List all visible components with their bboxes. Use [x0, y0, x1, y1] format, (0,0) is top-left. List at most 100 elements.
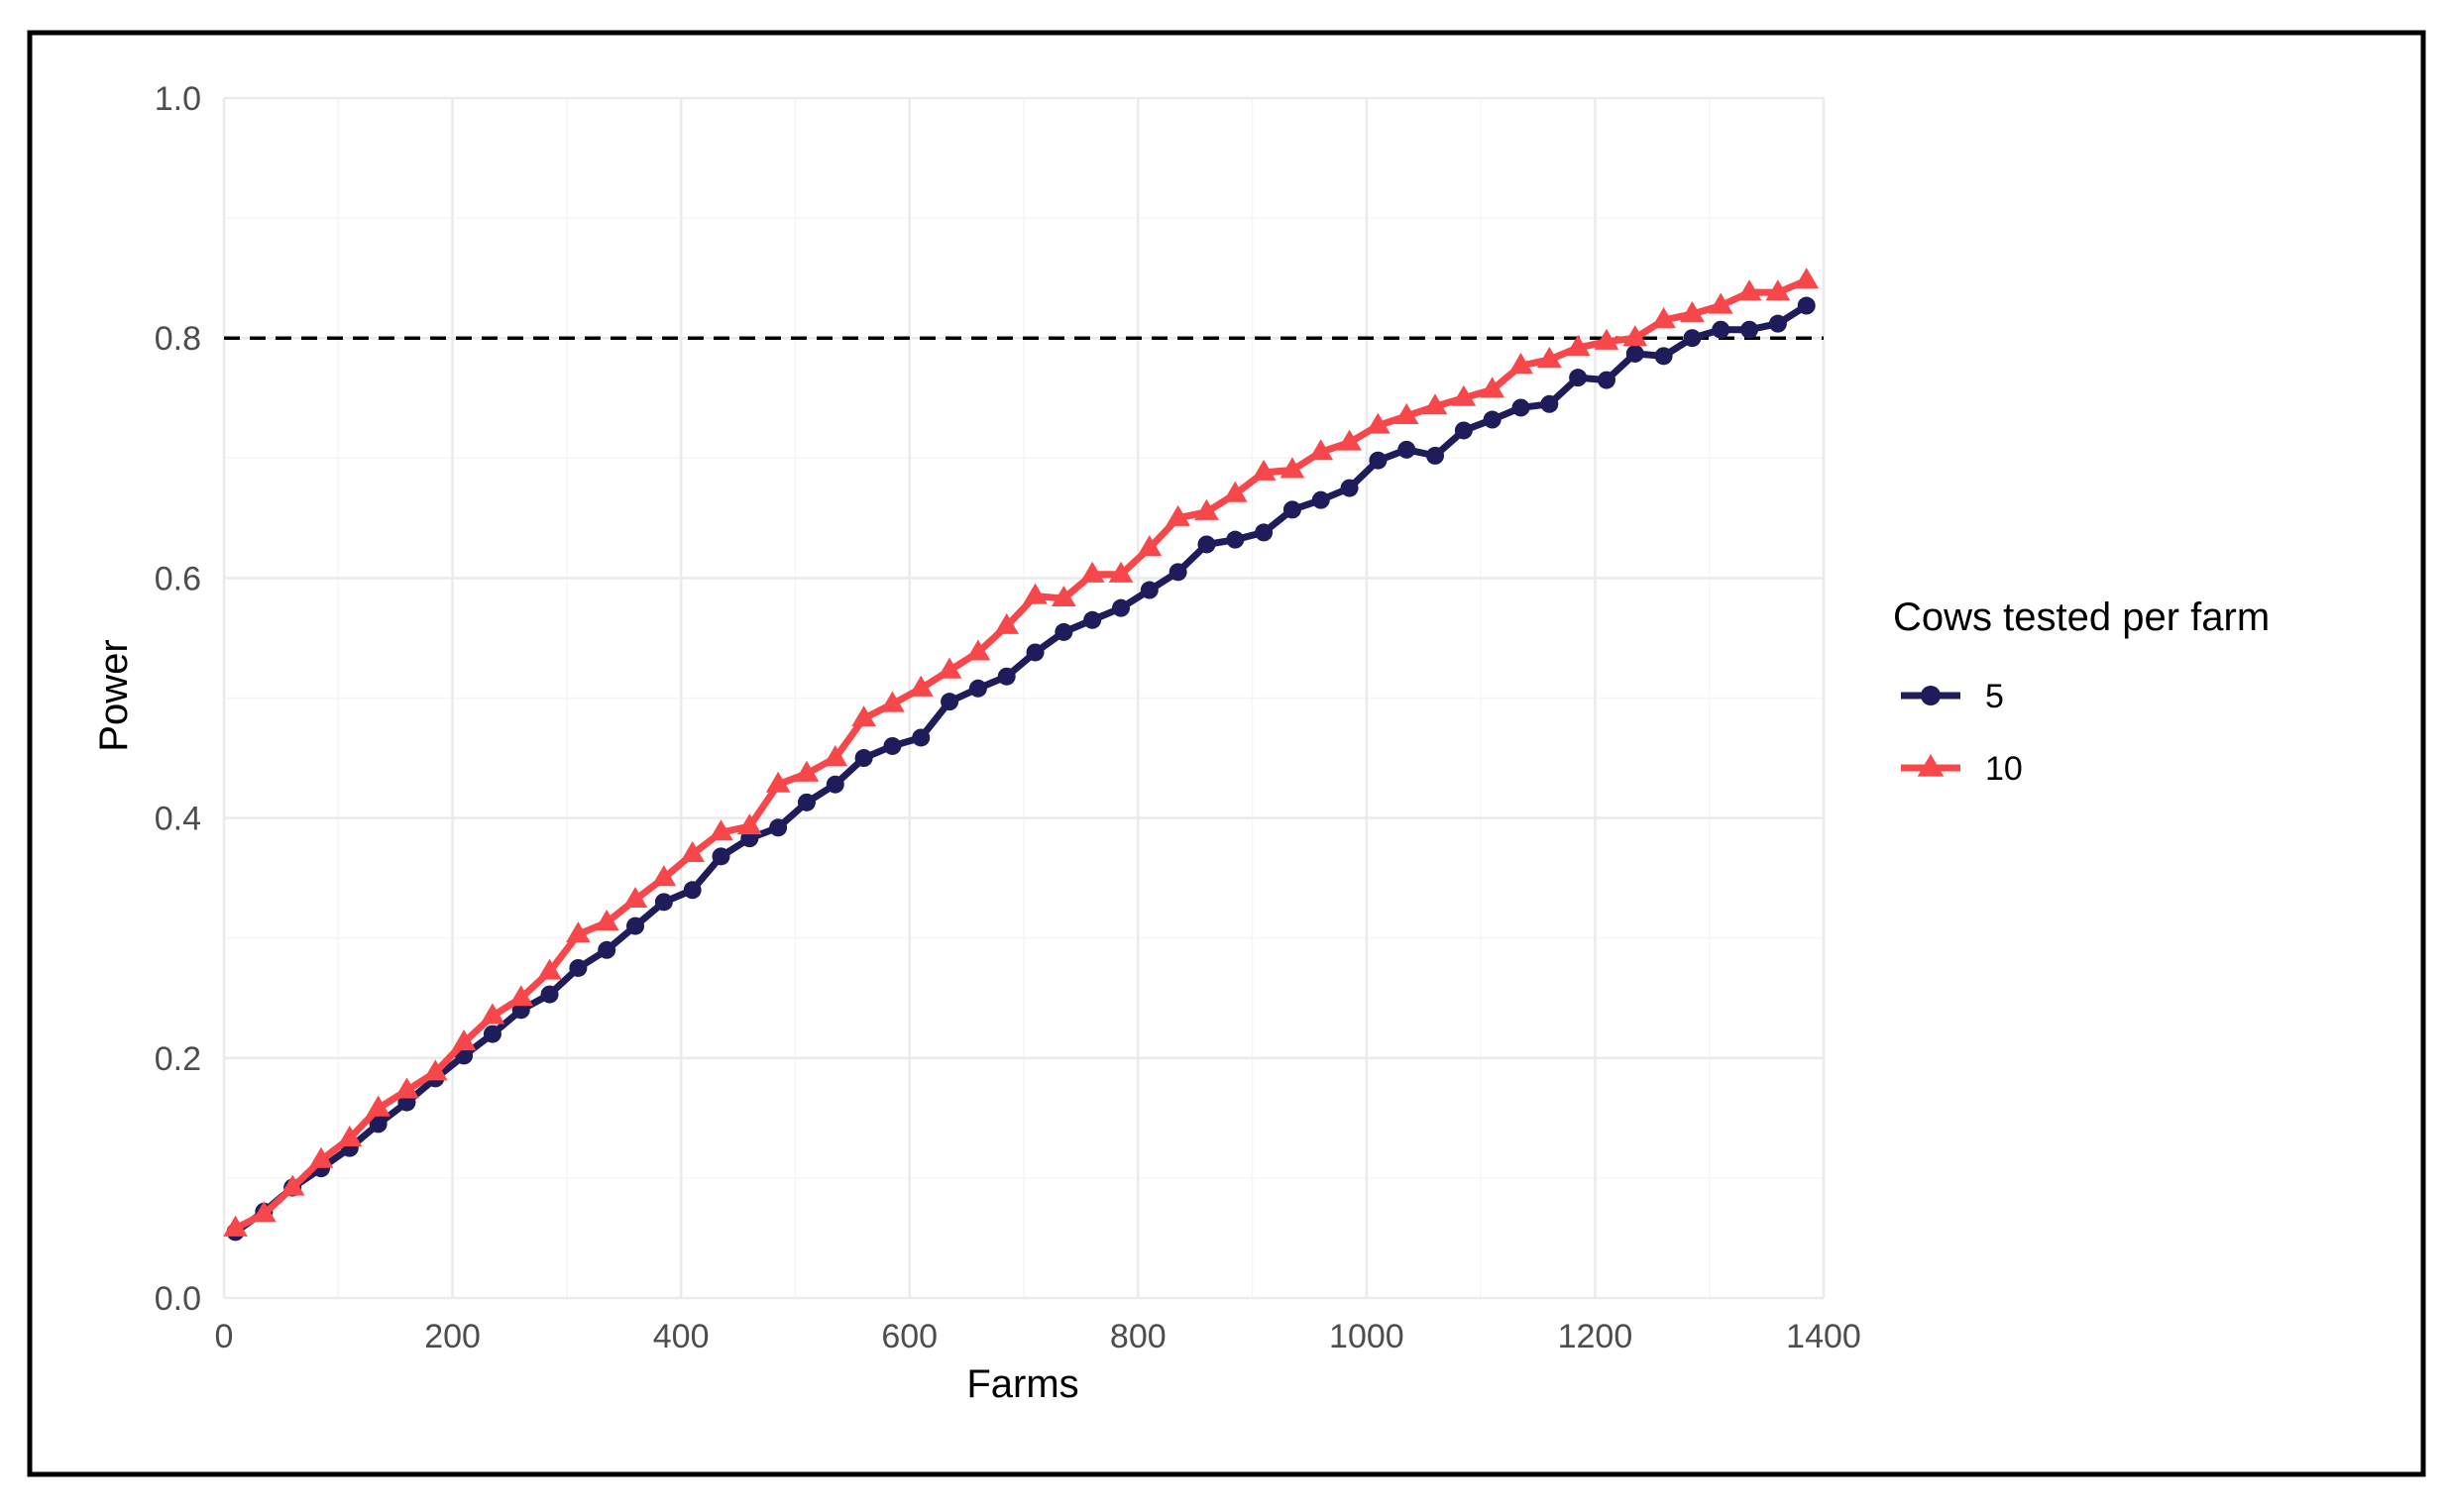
data-point-10 [1308, 439, 1334, 461]
data-point-5 [1597, 371, 1615, 389]
data-point-10 [1565, 334, 1591, 356]
data-point-10 [1708, 292, 1733, 314]
data-point-5 [1654, 347, 1673, 366]
legend-item-10: 10 [1901, 750, 2023, 788]
x-tick-label: 1000 [1329, 1318, 1404, 1355]
data-point-5 [941, 693, 959, 711]
y-axis-ticks: 0.0 0.2 0.4 0.6 0.8 1.0 [155, 80, 201, 1318]
series-group [223, 268, 1820, 1242]
data-point-10 [1337, 429, 1362, 451]
data-point-5 [1426, 446, 1445, 465]
data-point-10 [1451, 384, 1477, 406]
legend-item-5: 5 [1901, 678, 2004, 715]
data-point-10 [709, 819, 733, 841]
y-tick-label: 1.0 [155, 80, 201, 118]
data-point-5 [883, 736, 902, 755]
data-point-10 [851, 705, 876, 727]
data-point-5 [1397, 440, 1416, 459]
data-point-5 [1111, 598, 1130, 617]
data-point-5 [569, 958, 588, 977]
data-point-10 [308, 1146, 334, 1168]
data-point-10 [1023, 583, 1048, 604]
y-tick-label: 0.8 [155, 320, 201, 358]
data-point-10 [1508, 353, 1533, 375]
data-point-10 [1079, 561, 1105, 583]
data-point-5 [968, 679, 987, 698]
x-axis-ticks: 0 200 400 600 800 1000 1200 1400 [215, 1318, 1861, 1355]
x-tick-label: 800 [1110, 1318, 1167, 1355]
data-point-5 [1168, 563, 1187, 582]
x-tick-label: 600 [881, 1318, 938, 1355]
data-point-5 [483, 1025, 501, 1043]
data-point-5 [854, 749, 873, 768]
data-point-5 [369, 1115, 388, 1134]
data-point-5 [1569, 369, 1588, 387]
data-point-5 [769, 818, 788, 837]
data-point-10 [622, 886, 648, 909]
data-point-5 [826, 775, 844, 794]
legend-key-marker [1921, 686, 1941, 705]
figure-border [27, 30, 2426, 1477]
data-point-10 [1137, 535, 1163, 557]
data-point-10 [1393, 402, 1419, 424]
data-point-10 [1251, 459, 1277, 481]
data-point-10 [1194, 498, 1219, 520]
data-point-10 [1594, 328, 1619, 350]
x-tick-label: 400 [653, 1318, 710, 1355]
data-point-10 [1622, 325, 1648, 347]
data-point-5 [997, 667, 1016, 686]
data-point-5 [1026, 643, 1045, 662]
data-point-5 [1311, 490, 1330, 509]
data-point-5 [797, 793, 816, 811]
legend-label: 5 [1985, 678, 2004, 715]
data-point-10 [908, 675, 934, 697]
data-point-5 [1454, 421, 1473, 440]
data-point-5 [1768, 314, 1787, 333]
data-point-5 [626, 917, 645, 935]
data-point-10 [1794, 268, 1820, 289]
data-point-10 [1736, 279, 1762, 301]
data-point-5 [1340, 479, 1359, 497]
x-tick-label: 1200 [1558, 1318, 1633, 1355]
series-5 [226, 296, 1816, 1242]
data-point-5 [1625, 344, 1644, 363]
data-point-5 [1740, 320, 1759, 339]
data-point-10 [651, 865, 677, 887]
data-point-10 [1422, 393, 1448, 415]
data-point-10 [223, 1215, 248, 1237]
legend-title: Cows tested per farm [1893, 595, 2270, 639]
x-tick-label: 1400 [1786, 1318, 1861, 1355]
data-point-10 [823, 745, 848, 767]
data-point-5 [1369, 451, 1388, 470]
data-point-10 [394, 1077, 419, 1099]
legend-items: 5 10 [1901, 678, 2023, 788]
y-tick-label: 0.6 [155, 560, 201, 597]
data-point-10 [422, 1059, 448, 1081]
data-point-10 [880, 691, 905, 712]
series-10 [223, 268, 1820, 1237]
data-point-5 [1226, 530, 1245, 549]
data-point-10 [965, 639, 991, 661]
data-point-10 [736, 813, 762, 835]
data-point-10 [451, 1029, 477, 1051]
legend-key-marker [1917, 754, 1945, 777]
data-point-5 [1683, 329, 1702, 348]
data-point-10 [366, 1095, 390, 1117]
data-point-10 [994, 612, 1020, 634]
data-point-5 [683, 881, 702, 900]
data-point-10 [1651, 307, 1676, 329]
data-point-10 [1280, 457, 1305, 479]
data-point-5 [540, 985, 559, 1004]
data-point-10 [594, 909, 619, 931]
data-point-5 [1083, 610, 1102, 629]
legend-label: 10 [1985, 750, 2023, 788]
y-axis-title: Power [92, 639, 136, 751]
data-point-10 [1536, 346, 1562, 369]
data-point-10 [765, 771, 791, 793]
data-point-10 [1366, 412, 1391, 434]
data-point-10 [337, 1125, 363, 1146]
data-point-5 [912, 728, 931, 747]
data-point-10 [480, 1003, 505, 1025]
